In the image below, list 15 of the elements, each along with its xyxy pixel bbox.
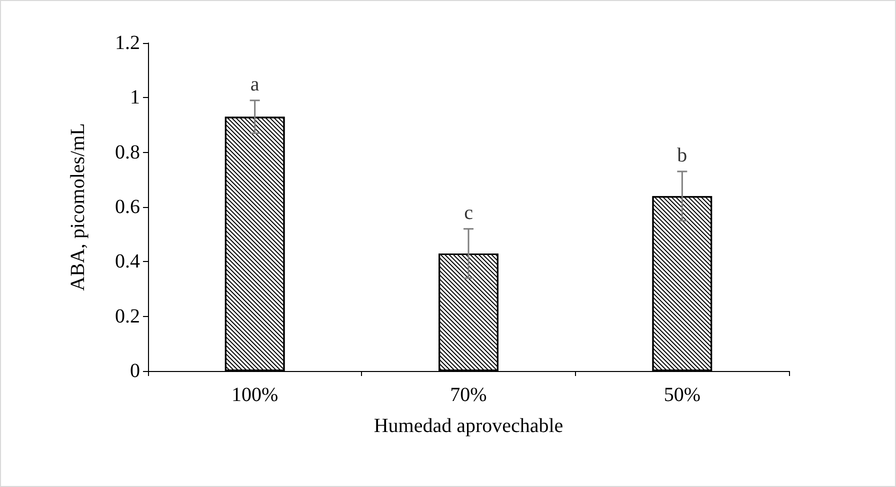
annotation: c [464,202,474,224]
y-tick-label: 0.6 [115,196,140,218]
x-tick-label: 70% [450,384,487,406]
y-tick-label: 0.2 [115,305,140,328]
y-tick-label: 0 [130,360,140,382]
x-tick-label: 50% [664,384,701,406]
x-tick-label: 100% [231,384,278,406]
y-tick-label: 0.4 [115,250,140,273]
y-axis-title: ABA, picomoles/mL [67,123,89,291]
annotation: a [250,73,260,96]
y-tick-label: 0.8 [115,141,140,164]
y-tick-label: 1 [130,86,140,109]
y-tick-label: 1.2 [115,32,140,54]
x-axis-title: Humedad aprovechable [374,415,564,437]
annotation: b [677,144,688,166]
